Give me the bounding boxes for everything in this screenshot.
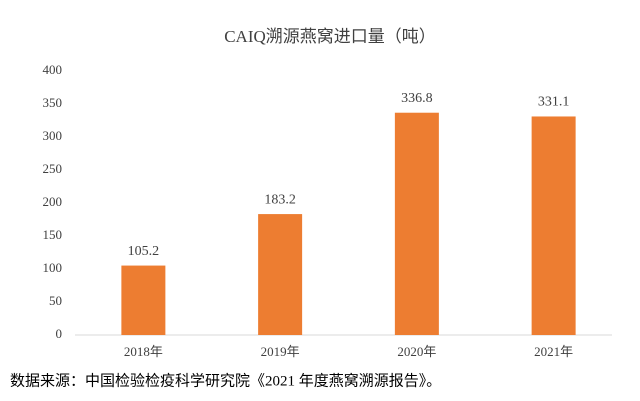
- y-tick-label: 100: [43, 260, 63, 275]
- y-tick-label: 400: [43, 62, 63, 77]
- x-tick-label: 2018年: [124, 344, 163, 359]
- bar: [531, 116, 576, 335]
- source-note: 数据来源：中国检验检疫科学研究院《2021 年度燕窝溯源报告》。: [10, 371, 441, 389]
- bar: [121, 265, 166, 335]
- y-tick-label: 50: [49, 293, 62, 308]
- chart-title: CAIQ溯源燕窝进口量（吨）: [224, 27, 436, 46]
- data-label: 336.8: [401, 91, 433, 106]
- data-label: 331.1: [538, 95, 570, 110]
- data-label: 105.2: [128, 244, 160, 259]
- y-tick-label: 250: [43, 161, 63, 176]
- y-tick-label: 350: [43, 95, 63, 110]
- y-tick-label: 300: [43, 128, 63, 143]
- y-tick-label: 150: [43, 227, 63, 242]
- data-label: 183.2: [264, 192, 296, 207]
- y-tick-label: 200: [43, 194, 63, 209]
- y-tick-label: 0: [56, 326, 63, 341]
- bar: [258, 214, 303, 335]
- bar: [394, 112, 439, 335]
- x-tick-label: 2021年: [534, 344, 573, 359]
- x-tick-label: 2020年: [397, 344, 436, 359]
- x-tick-label: 2019年: [261, 344, 300, 359]
